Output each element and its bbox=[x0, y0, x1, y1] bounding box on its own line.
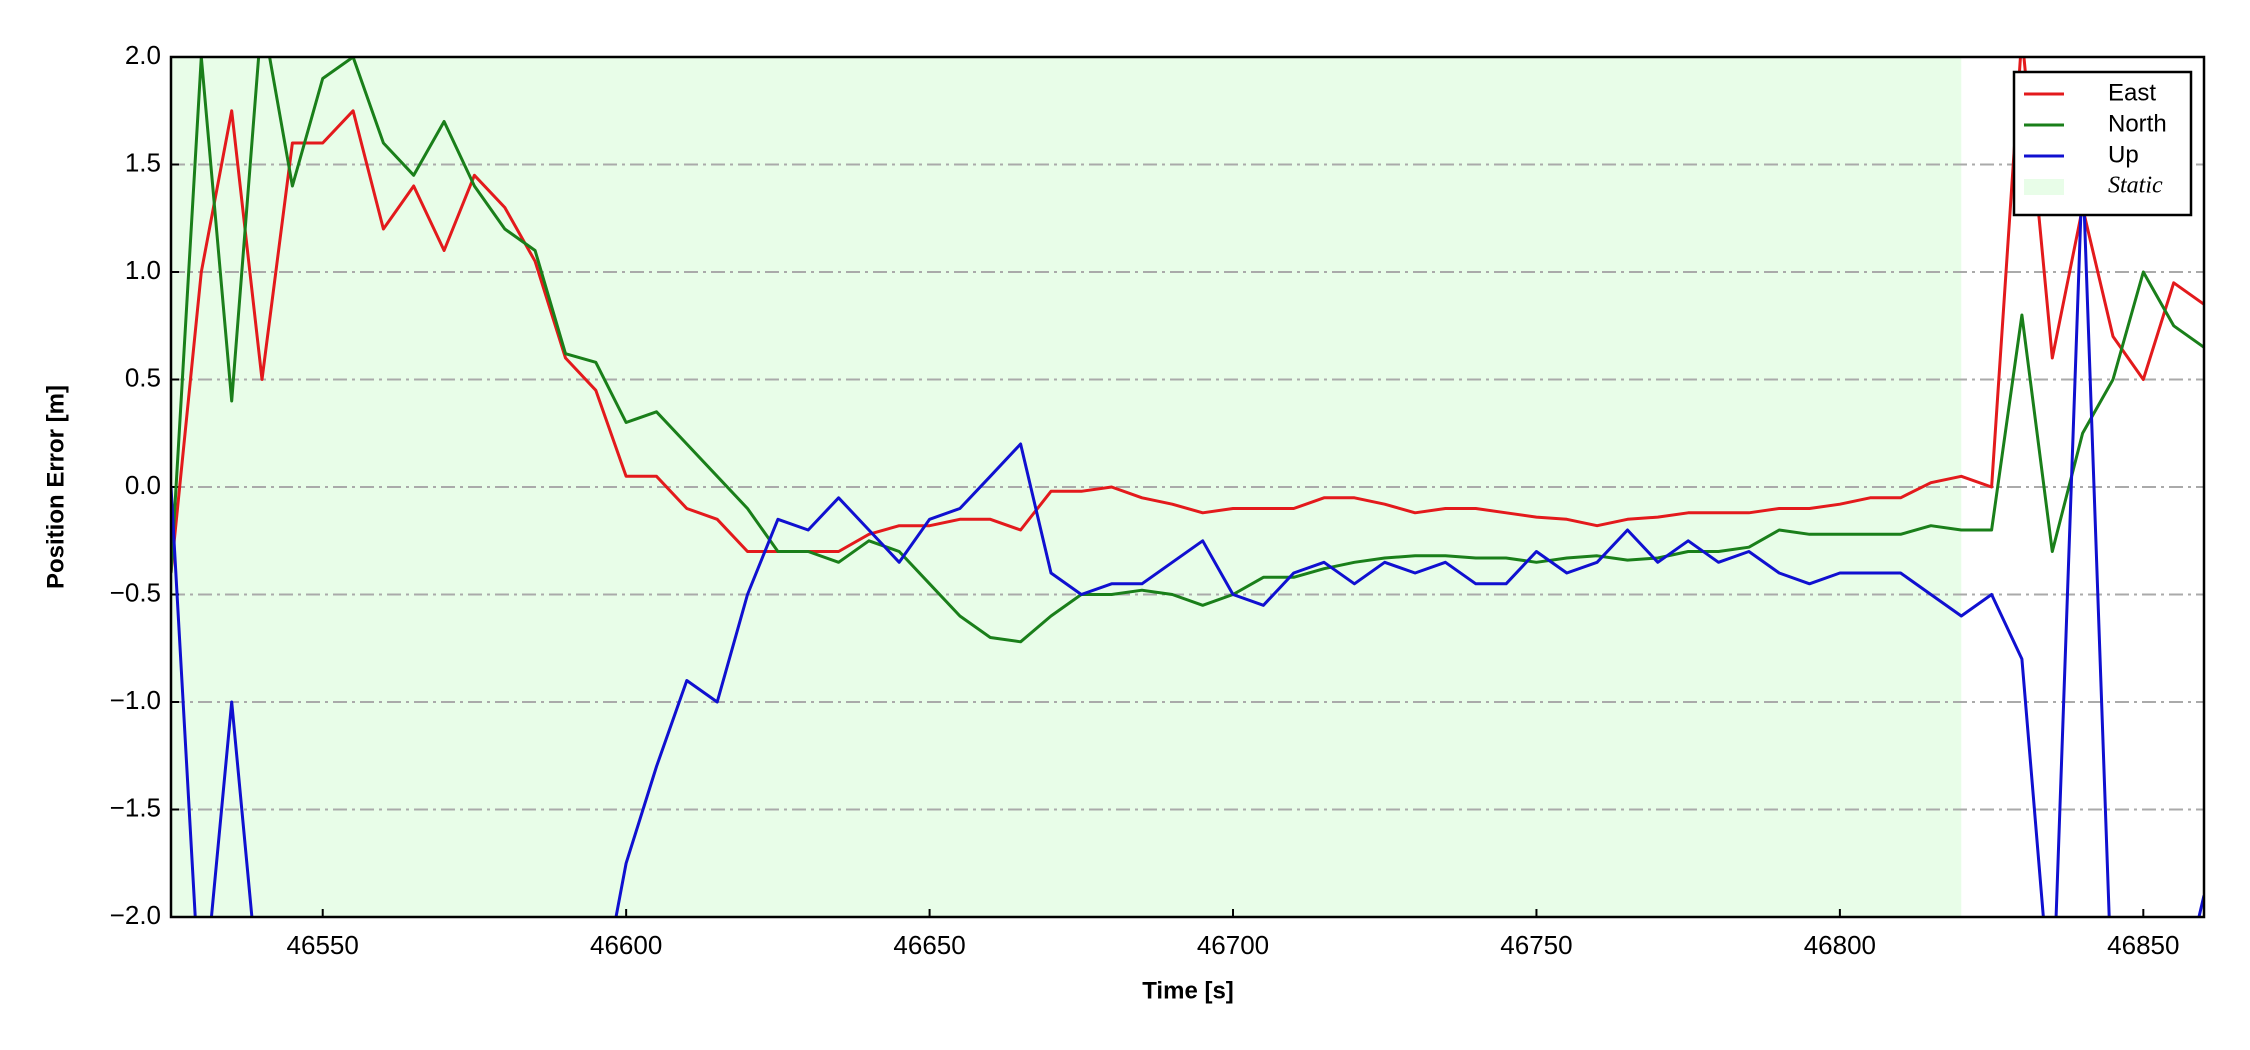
series-line bbox=[171, 57, 2204, 574]
y-tick-label: 0.5 bbox=[125, 362, 161, 392]
y-tick-label: −1.0 bbox=[110, 685, 161, 715]
y-tick-label: −1.5 bbox=[110, 792, 161, 822]
x-tick-label: 46600 bbox=[590, 930, 662, 960]
x-tick-label: 46650 bbox=[893, 930, 965, 960]
x-tick-label: 46550 bbox=[287, 930, 359, 960]
x-tick-label: 46750 bbox=[1500, 930, 1572, 960]
legend-label: East bbox=[2108, 79, 2156, 106]
legend-patch bbox=[2024, 179, 2064, 195]
series-line bbox=[171, 163, 2204, 917]
x-tick-label: 46700 bbox=[1197, 930, 1269, 960]
y-tick-label: 2.0 bbox=[125, 40, 161, 70]
y-tick-label: −2.0 bbox=[110, 900, 161, 930]
y-tick-label: 1.5 bbox=[125, 147, 161, 177]
y-tick-label: 0.0 bbox=[125, 470, 161, 500]
x-tick-label: 46850 bbox=[2107, 930, 2179, 960]
legend-label: Static bbox=[2108, 173, 2163, 199]
series-line bbox=[171, 57, 2204, 644]
legend-label: North bbox=[2108, 110, 2167, 137]
y-tick-label: 1.0 bbox=[125, 255, 161, 285]
y-axis-label: Position Error [m] bbox=[42, 385, 69, 589]
plot-area bbox=[171, 57, 2204, 917]
y-tick-label: −0.5 bbox=[110, 577, 161, 607]
plot-frame bbox=[169, 55, 2206, 919]
legend-label: Up bbox=[2108, 141, 2139, 168]
x-tick-label: 46800 bbox=[1804, 930, 1876, 960]
x-axis-label: Time [s] bbox=[1142, 977, 1234, 1004]
